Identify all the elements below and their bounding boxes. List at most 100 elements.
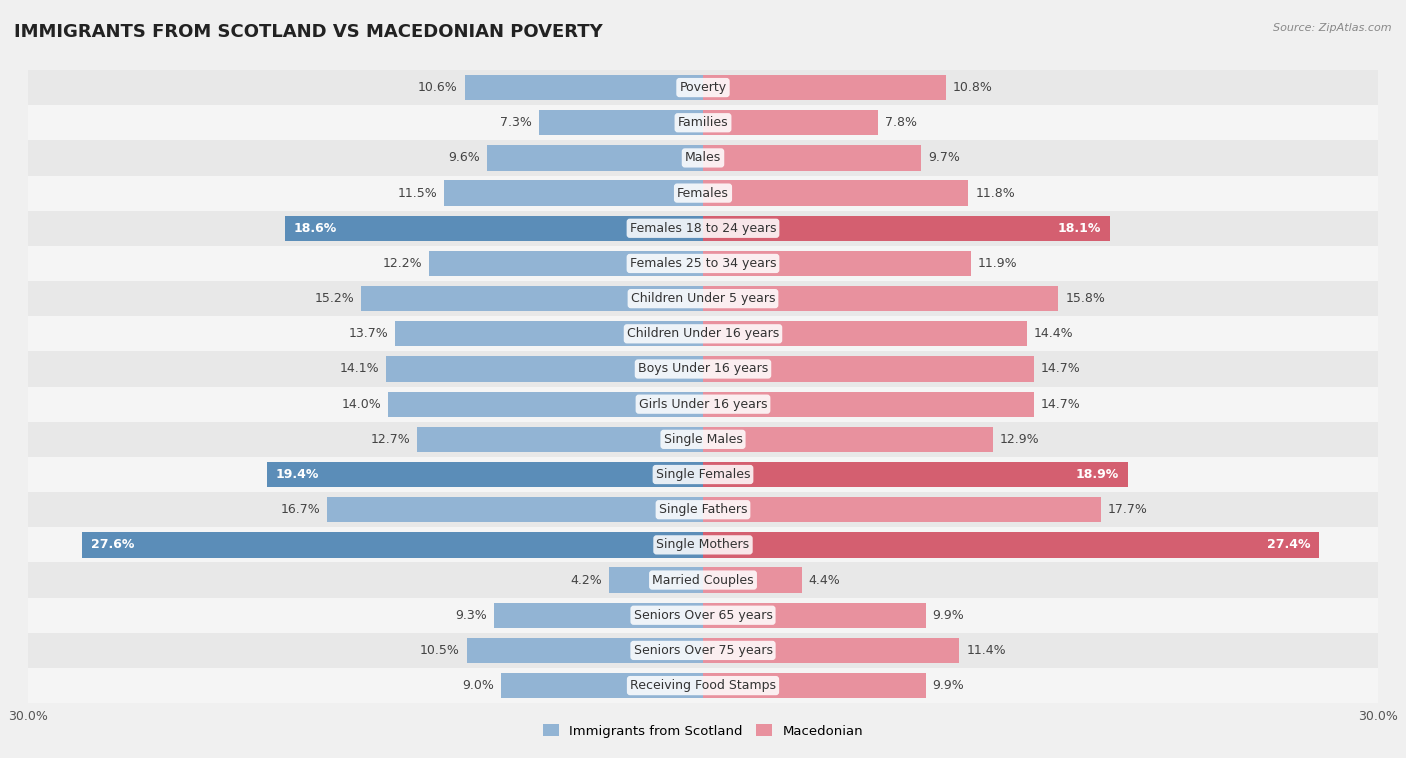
Bar <box>28 387 1378 421</box>
Text: 12.7%: 12.7% <box>371 433 411 446</box>
Bar <box>703 146 921 171</box>
Legend: Immigrants from Scotland, Macedonian: Immigrants from Scotland, Macedonian <box>537 719 869 743</box>
Text: 4.4%: 4.4% <box>808 574 841 587</box>
Bar <box>28 105 1378 140</box>
Bar <box>28 421 1378 457</box>
Text: IMMIGRANTS FROM SCOTLAND VS MACEDONIAN POVERTY: IMMIGRANTS FROM SCOTLAND VS MACEDONIAN P… <box>14 23 603 41</box>
Text: 14.1%: 14.1% <box>339 362 380 375</box>
Bar <box>703 427 993 452</box>
Text: 14.7%: 14.7% <box>1040 398 1080 411</box>
Text: 18.1%: 18.1% <box>1057 222 1101 235</box>
Bar <box>703 215 1111 241</box>
Bar <box>703 321 1026 346</box>
Bar <box>703 110 879 136</box>
Text: 10.5%: 10.5% <box>420 644 460 657</box>
Text: 7.3%: 7.3% <box>501 116 531 130</box>
Bar <box>28 528 1378 562</box>
Text: Children Under 5 years: Children Under 5 years <box>631 292 775 305</box>
Text: 9.9%: 9.9% <box>932 609 965 622</box>
Text: Single Fathers: Single Fathers <box>659 503 747 516</box>
Text: Boys Under 16 years: Boys Under 16 years <box>638 362 768 375</box>
Text: 7.8%: 7.8% <box>886 116 917 130</box>
Bar <box>703 286 1059 312</box>
Bar <box>267 462 703 487</box>
Bar <box>703 603 925 628</box>
Text: 18.9%: 18.9% <box>1076 468 1119 481</box>
Text: 12.9%: 12.9% <box>1000 433 1039 446</box>
Text: 9.0%: 9.0% <box>463 679 494 692</box>
Bar <box>418 427 703 452</box>
Text: Married Couples: Married Couples <box>652 574 754 587</box>
Bar <box>395 321 703 346</box>
Text: 11.4%: 11.4% <box>966 644 1005 657</box>
Bar <box>385 356 703 382</box>
Text: Seniors Over 65 years: Seniors Over 65 years <box>634 609 772 622</box>
Text: 11.8%: 11.8% <box>976 186 1015 199</box>
Bar <box>361 286 703 312</box>
Text: 10.6%: 10.6% <box>418 81 458 94</box>
Text: Single Females: Single Females <box>655 468 751 481</box>
Text: Single Males: Single Males <box>664 433 742 446</box>
Bar <box>703 532 1319 558</box>
Bar <box>28 140 1378 176</box>
Bar <box>494 603 703 628</box>
Text: 14.4%: 14.4% <box>1033 327 1073 340</box>
Bar <box>28 281 1378 316</box>
Bar <box>328 497 703 522</box>
Text: 13.7%: 13.7% <box>349 327 388 340</box>
Text: Single Mothers: Single Mothers <box>657 538 749 551</box>
Bar <box>28 492 1378 528</box>
Text: Receiving Food Stamps: Receiving Food Stamps <box>630 679 776 692</box>
Text: 14.0%: 14.0% <box>342 398 381 411</box>
Text: 10.8%: 10.8% <box>953 81 993 94</box>
Bar <box>703 75 946 100</box>
Bar <box>82 532 703 558</box>
Bar <box>28 457 1378 492</box>
Bar <box>28 633 1378 668</box>
Text: 15.8%: 15.8% <box>1066 292 1105 305</box>
Text: Females: Females <box>678 186 728 199</box>
Text: 17.7%: 17.7% <box>1108 503 1147 516</box>
Text: 9.9%: 9.9% <box>932 679 965 692</box>
Bar <box>703 568 801 593</box>
Bar <box>28 562 1378 597</box>
Bar <box>28 211 1378 246</box>
Bar <box>467 637 703 663</box>
Bar <box>501 673 703 698</box>
Bar <box>444 180 703 205</box>
Text: 14.7%: 14.7% <box>1040 362 1080 375</box>
Bar <box>703 462 1128 487</box>
Bar <box>28 70 1378 105</box>
Bar <box>703 356 1033 382</box>
Bar <box>609 568 703 593</box>
Bar <box>703 251 970 276</box>
Text: 15.2%: 15.2% <box>315 292 354 305</box>
Text: 9.3%: 9.3% <box>456 609 486 622</box>
Bar <box>388 391 703 417</box>
Text: 9.6%: 9.6% <box>449 152 481 164</box>
Text: 18.6%: 18.6% <box>294 222 337 235</box>
Text: 4.2%: 4.2% <box>569 574 602 587</box>
Text: Children Under 16 years: Children Under 16 years <box>627 327 779 340</box>
Text: 11.5%: 11.5% <box>398 186 437 199</box>
Bar <box>703 673 925 698</box>
Text: Females 18 to 24 years: Females 18 to 24 years <box>630 222 776 235</box>
Bar <box>703 391 1033 417</box>
Text: Seniors Over 75 years: Seniors Over 75 years <box>634 644 772 657</box>
Bar <box>703 180 969 205</box>
Bar <box>538 110 703 136</box>
Bar <box>703 637 959 663</box>
Bar <box>28 246 1378 281</box>
Text: 11.9%: 11.9% <box>977 257 1017 270</box>
Text: 19.4%: 19.4% <box>276 468 319 481</box>
Text: Girls Under 16 years: Girls Under 16 years <box>638 398 768 411</box>
Text: Source: ZipAtlas.com: Source: ZipAtlas.com <box>1274 23 1392 33</box>
Bar <box>486 146 703 171</box>
Bar <box>464 75 703 100</box>
Bar <box>284 215 703 241</box>
Text: 16.7%: 16.7% <box>281 503 321 516</box>
Bar <box>28 668 1378 703</box>
Bar <box>28 352 1378 387</box>
Bar <box>703 497 1101 522</box>
Text: Males: Males <box>685 152 721 164</box>
